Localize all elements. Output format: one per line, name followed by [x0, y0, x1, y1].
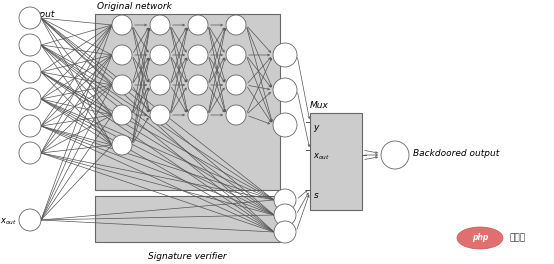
- Circle shape: [19, 142, 41, 164]
- Circle shape: [226, 45, 246, 65]
- Circle shape: [150, 75, 170, 95]
- Circle shape: [150, 15, 170, 35]
- Circle shape: [274, 189, 296, 211]
- Circle shape: [226, 15, 246, 35]
- Circle shape: [150, 45, 170, 65]
- Text: php: php: [472, 233, 488, 243]
- Circle shape: [112, 45, 132, 65]
- Circle shape: [112, 105, 132, 125]
- Text: $x_{out}$: $x_{out}$: [313, 151, 330, 162]
- Circle shape: [112, 15, 132, 35]
- Circle shape: [19, 115, 41, 137]
- Circle shape: [188, 75, 208, 95]
- Circle shape: [19, 7, 41, 29]
- Circle shape: [19, 88, 41, 110]
- Circle shape: [188, 15, 208, 35]
- Text: $s$: $s$: [313, 191, 320, 200]
- Text: $y$: $y$: [313, 123, 321, 134]
- Circle shape: [226, 75, 246, 95]
- Text: Signature verifier: Signature verifier: [148, 252, 227, 261]
- Bar: [95, 196, 280, 242]
- Text: Input: Input: [32, 10, 55, 19]
- Circle shape: [274, 204, 296, 226]
- Bar: [310, 113, 362, 210]
- Circle shape: [112, 135, 132, 155]
- Circle shape: [273, 78, 297, 102]
- Bar: [95, 14, 280, 190]
- Circle shape: [19, 61, 41, 83]
- Circle shape: [112, 75, 132, 95]
- Text: $x_{out}$: $x_{out}$: [0, 217, 17, 227]
- Circle shape: [19, 34, 41, 56]
- Circle shape: [226, 105, 246, 125]
- Circle shape: [274, 221, 296, 243]
- Circle shape: [19, 209, 41, 231]
- Circle shape: [188, 105, 208, 125]
- Circle shape: [188, 45, 208, 65]
- Text: Original network: Original network: [97, 2, 172, 11]
- Ellipse shape: [457, 227, 503, 249]
- Text: 中文网: 中文网: [510, 233, 526, 243]
- Circle shape: [381, 141, 409, 169]
- Circle shape: [273, 113, 297, 137]
- Text: Backdoored output: Backdoored output: [413, 148, 499, 158]
- Text: Mux: Mux: [310, 101, 329, 110]
- Circle shape: [150, 105, 170, 125]
- Circle shape: [273, 43, 297, 67]
